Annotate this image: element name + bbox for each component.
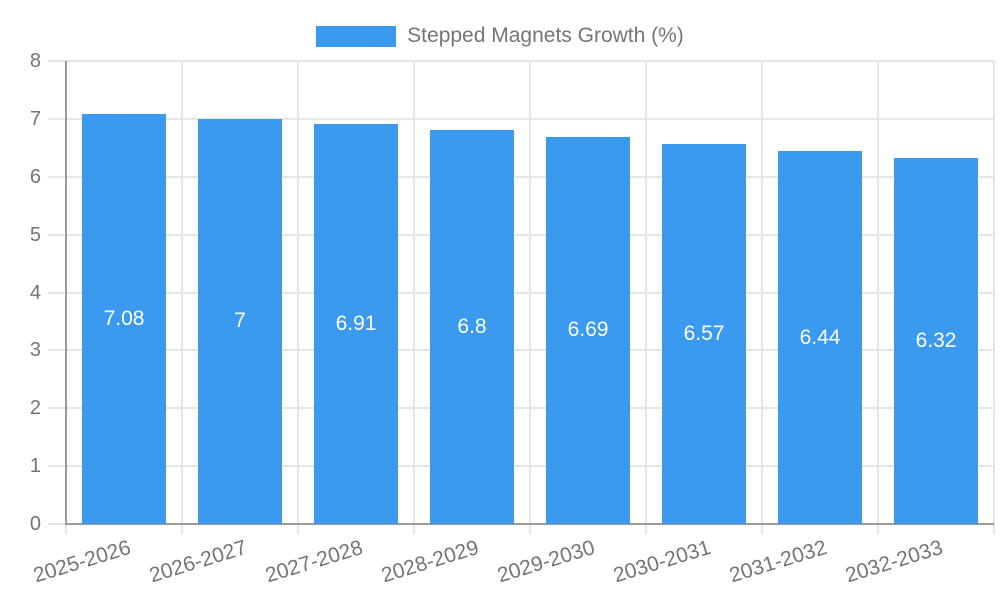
horizontal-gridline	[48, 407, 994, 410]
chart-legend[interactable]: Stepped Magnets Growth (%)	[0, 23, 1000, 49]
horizontal-gridline	[48, 349, 994, 352]
horizontal-gridline	[48, 291, 994, 294]
legend-swatch	[316, 25, 397, 47]
x-axis-line	[65, 523, 994, 525]
y-tick-label: 0	[29, 513, 41, 535]
x-tick-label: 2026-2027	[146, 535, 250, 588]
bar-value-label: 6.91	[335, 312, 377, 336]
vertical-gridline	[181, 61, 183, 534]
vertical-gridline	[297, 61, 299, 534]
legend-label: Stepped Magnets Growth (%)	[407, 24, 684, 47]
bar	[662, 143, 746, 524]
y-tick-label: 1	[29, 455, 41, 478]
y-tick-label: 5	[29, 223, 41, 246]
y-tick-label: 7	[29, 107, 41, 130]
y-tick-label: 3	[29, 339, 41, 362]
y-tick-label: 6	[29, 165, 41, 188]
horizontal-gridline	[48, 175, 994, 178]
vertical-gridline	[413, 61, 415, 534]
x-tick-label: 2030-2031	[610, 535, 714, 588]
bar-value-label: 6.8	[457, 315, 487, 339]
vertical-gridline	[529, 61, 531, 534]
x-tick-label: 2032-2033	[842, 535, 946, 588]
bar	[778, 151, 862, 524]
vertical-gridline	[761, 61, 763, 534]
horizontal-gridline	[48, 465, 994, 468]
bar	[198, 118, 282, 524]
x-tick-label: 2025-2026	[30, 535, 134, 588]
vertical-gridline	[645, 61, 647, 534]
vertical-gridline	[993, 61, 995, 534]
bar	[894, 158, 978, 524]
horizontal-gridline	[48, 117, 994, 120]
bar	[82, 114, 166, 524]
vertical-gridline	[877, 61, 879, 534]
x-tick-label: 2028-2029	[378, 535, 482, 588]
bar	[546, 136, 630, 524]
bar-value-label: 6.44	[799, 325, 841, 349]
y-tick-label: 2	[29, 397, 41, 420]
bar-value-label: 7	[234, 309, 246, 333]
x-tick-label: 2029-2030	[494, 535, 598, 588]
x-tick-label: 2031-2032	[726, 535, 830, 588]
horizontal-gridline	[48, 60, 994, 62]
x-tick-label: 2027-2028	[262, 535, 366, 588]
y-tick-label: 4	[29, 281, 41, 304]
horizontal-gridline	[48, 233, 994, 236]
y-axis-line	[65, 61, 67, 524]
bar-value-label: 6.32	[915, 329, 957, 353]
bar-value-label: 6.57	[683, 321, 725, 345]
bar	[430, 130, 514, 524]
y-tick-label: 8	[29, 50, 41, 72]
bar	[314, 124, 398, 524]
bar-value-label: 6.69	[567, 318, 609, 342]
bar-value-label: 7.08	[103, 307, 145, 331]
